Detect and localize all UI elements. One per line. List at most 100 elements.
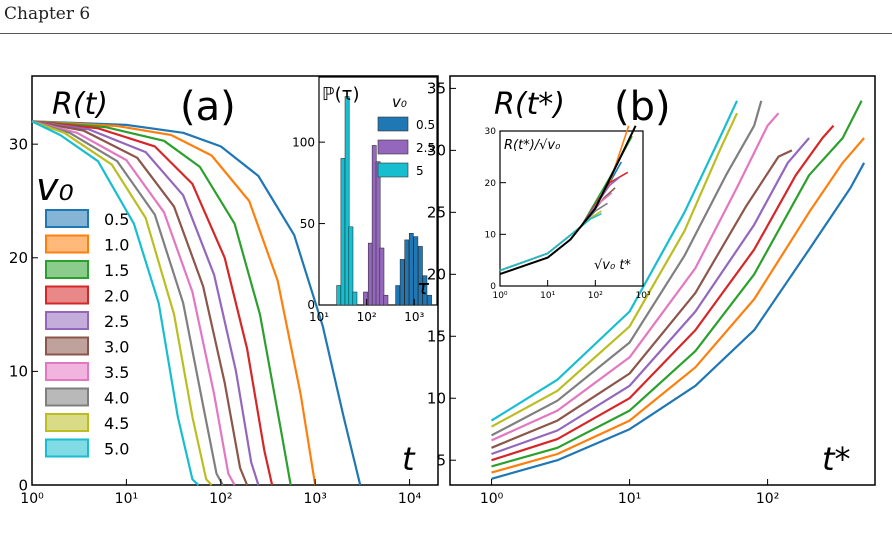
- panel-a-ylabel: R(t): [52, 87, 108, 122]
- inset-a-legend-swatch: [377, 139, 409, 155]
- panel-b-xtick-label: 10⁰: [480, 491, 504, 507]
- legend-a-swatch: [45, 285, 89, 305]
- inset-a-ytick-label: 50: [300, 217, 315, 231]
- panel-a-line-1-5: [31, 120, 292, 486]
- legend-a-label: 2.5: [104, 312, 129, 331]
- panel-a-xtick-label: 10²: [209, 491, 232, 507]
- panel-a-line-1-0: [31, 120, 317, 486]
- inset-a-ytick-label: 0: [307, 298, 315, 312]
- legend-a-swatch: [45, 362, 89, 381]
- inset-a-ytick-label: 100: [292, 135, 315, 149]
- inset-b-xtick-label: 10³: [635, 291, 650, 301]
- legend-a-swatch: [45, 336, 89, 356]
- legend-a-label: 3.5: [104, 363, 129, 382]
- panel-b-ytick-label: 10: [427, 389, 446, 407]
- panel-b-ytick-label: 15: [427, 328, 446, 346]
- inset-a-legend-title: v₀: [392, 93, 407, 111]
- inset-a-bar: [363, 291, 368, 306]
- inset-a-bar: [367, 242, 373, 306]
- inset-a-bar: [348, 226, 354, 306]
- inset-a-bar: [399, 259, 405, 306]
- legend-a-label: 3.0: [104, 338, 129, 357]
- panel-a-series: [31, 120, 362, 486]
- panel-b-ytick-label: 5: [436, 451, 446, 469]
- panel-a-line-5-0: [31, 120, 200, 486]
- panel-b-ytick-label: 20: [427, 266, 446, 284]
- legend-a-swatch: [45, 234, 89, 254]
- panel-a-xtick-label: 10³: [303, 491, 326, 507]
- header-rule: [0, 33, 892, 34]
- inset-a-legend-swatch: [377, 116, 409, 132]
- inset-a-bar: [336, 285, 342, 306]
- panel-a-ytick-label: 10: [9, 363, 28, 381]
- inset-b-ylabel: R(t*)/√v₀: [504, 138, 561, 153]
- inset-b-ytick-label: 0: [490, 282, 496, 292]
- legend-a-swatch: [45, 387, 89, 407]
- inset-b-ytick-label: 10: [485, 230, 497, 240]
- inset-b-xtick-label: 10¹: [540, 291, 555, 301]
- chapter-header: Chapter 6: [4, 4, 91, 24]
- legend-a-label: 4.0: [104, 389, 129, 408]
- panel-b-ytick-label: 35: [427, 80, 446, 98]
- inset-a-xtick-label: 10¹: [309, 310, 329, 324]
- panel-a-line-4-5: [31, 120, 213, 486]
- inset-a-legend-label: 0.5: [416, 118, 435, 132]
- inset-a-bar: [404, 239, 410, 306]
- panel-b-ytick-label: 25: [427, 204, 446, 222]
- panel-a-xtick-label: 10⁴: [398, 491, 422, 507]
- inset-a-bar: [340, 158, 346, 306]
- legend-a-swatch: [45, 311, 89, 330]
- legend-a-label: 5.0: [104, 440, 129, 459]
- inset-a-ticks: 10¹ 10² 10³ 0 50 100: [292, 135, 424, 324]
- panel-b-label: (b): [614, 84, 671, 130]
- legend-a-title: v₀: [36, 165, 74, 209]
- legend-a-label: 2.0: [104, 287, 129, 306]
- panel-b-line-5-0: [490, 100, 738, 422]
- inset-a-bar: [383, 294, 389, 306]
- inset-a-xlabel: τ: [417, 275, 430, 299]
- inset-a-bar: [427, 294, 432, 306]
- panel-b-line-0-5: [491, 162, 866, 480]
- panel-a-label: (a): [180, 84, 236, 130]
- panel-b-line-1-0: [491, 137, 865, 474]
- inset-a-bar: [418, 246, 423, 306]
- panel-a-ticks: 10⁰ 10¹ 10² 10³ 10⁴ 0 10 20 30: [9, 135, 422, 507]
- legend-a-label: 0.5: [104, 210, 129, 229]
- inset-a-bar: [422, 275, 428, 306]
- inset-a-bar: [379, 247, 385, 306]
- inset-a-bar: [371, 145, 377, 306]
- inset-b-fit-line: [499, 125, 637, 276]
- panel-b-xlabel: t*: [822, 440, 851, 478]
- panel-a-ytick-label: 20: [9, 249, 28, 267]
- panel-b-ticks: 10⁰ 10¹ 10² 5 10 15 20 25 30 35: [427, 80, 779, 507]
- panel-b-line-1-5: [491, 100, 863, 468]
- inset-a-xtick-label: 10²: [357, 310, 377, 324]
- panel-a-line-2-5: [31, 120, 260, 486]
- panel-a-line-2-0: [31, 120, 274, 486]
- legend-a-label: 4.5: [104, 414, 129, 433]
- inset-b-series: [499, 125, 637, 276]
- panel-b-series: [490, 100, 866, 480]
- inset-a-legend-swatch: [377, 162, 409, 178]
- inset-b-ytick-label: 30: [485, 127, 497, 137]
- inset-b-ytick-label: 20: [485, 179, 497, 189]
- panel-a-ytick-label: 30: [9, 135, 28, 153]
- legend-a-swatch: [45, 413, 89, 432]
- inset-b-xlabel: √v₀ t*: [594, 258, 631, 273]
- legend-a-label: 1.5: [104, 261, 129, 280]
- panel-a-xtick-label: 10⁰: [20, 491, 44, 507]
- inset-a-xtick-label: 10³: [404, 310, 424, 324]
- panel-a-line-4-0: [31, 120, 224, 486]
- panel-b-line-4-0: [490, 100, 763, 437]
- panel-a-line-3-0: [31, 120, 249, 486]
- panel-a-xtick-label: 10¹: [115, 491, 138, 507]
- inset-a-bar: [352, 291, 358, 306]
- panel-b-line-2-5: [491, 137, 810, 456]
- inset-a-bar: [413, 236, 419, 306]
- panel-a-legend: 0.5 1.0 1.5 2.0 2.5 3.0 3.5 4.0 4.5 5.0: [45, 209, 129, 459]
- inset-a-bar: [408, 233, 414, 306]
- inset-b-ticks: 10⁰ 10¹ 10² 10³ 0 10 20 30: [485, 127, 651, 301]
- inset-a-ylabel: ℙ(τ): [322, 84, 360, 105]
- panel-b-line-3-0: [491, 149, 793, 449]
